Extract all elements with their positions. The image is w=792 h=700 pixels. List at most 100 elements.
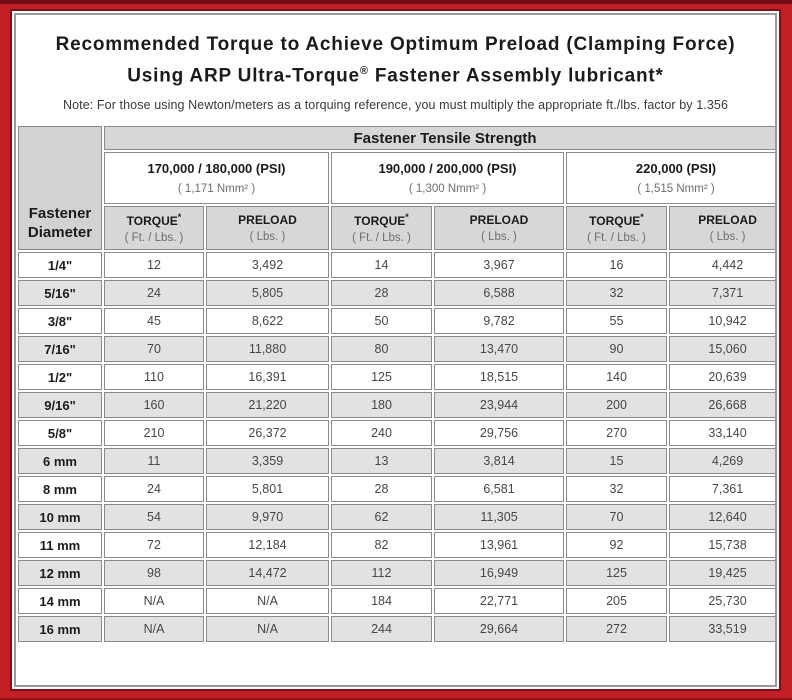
cell-torque: 240 [331,420,432,447]
row-label-diameter: 16 mm [18,616,102,643]
table-row: 1/4" 12 3,492 14 3,967 16 4,442 [18,252,775,279]
torque-unit: ( Ft. / Lbs. ) [587,232,646,245]
torque-footnote-asterisk: * [177,212,182,223]
cell-torque: N/A [104,616,204,643]
cell-preload: 9,782 [434,308,564,335]
cell-torque: 28 [331,280,432,307]
row-label-diameter: 5/8" [18,420,102,447]
cell-torque: 80 [331,336,432,363]
table-row: 5/8" 210 26,372 240 29,756 270 33,140 [18,420,775,447]
cell-preload: 6,588 [434,280,564,307]
cell-preload: 29,756 [434,420,564,447]
cell-torque: 11 [104,448,204,475]
page-title-line2: Using ARP Ultra-Torque® Fastener Assembl… [16,58,775,89]
cell-torque: 16 [566,252,667,279]
torque-label: TORQUE* [589,212,644,229]
cell-preload: 4,442 [669,252,775,279]
nmm-value: ( 1,300 Nmm² ) [408,183,487,196]
cell-torque: 50 [331,308,432,335]
cell-preload: 14,472 [206,560,329,587]
cell-torque: 13 [331,448,432,475]
preload-unit: ( Lbs. ) [709,231,746,244]
row-label-diameter: 8 mm [18,476,102,503]
cell-preload: 6,581 [434,476,564,503]
cell-preload: 3,492 [206,252,329,279]
cell-torque: 205 [566,588,667,615]
header-preload-3: PRELOAD ( Lbs. ) [669,206,775,251]
cell-torque: 70 [566,504,667,531]
cell-preload: 12,184 [206,532,329,559]
cell-preload: 33,140 [669,420,775,447]
nmm-value: ( 1,171 Nmm² ) [177,183,256,196]
torque-unit: ( Ft. / Lbs. ) [124,232,184,245]
cell-preload: 23,944 [434,392,564,419]
preload-unit: ( Lbs. ) [249,231,286,244]
cell-torque: 55 [566,308,667,335]
cell-torque: 180 [331,392,432,419]
cell-torque: 62 [331,504,432,531]
torque-unit: ( Ft. / Lbs. ) [352,232,411,245]
table-row: 8 mm 24 5,801 28 6,581 32 7,361 [18,476,775,503]
table-header-row-main: Fastener Diameter Fastener Tensile Stren… [18,126,775,251]
cell-preload: 15,738 [669,532,775,559]
cell-preload: 3,359 [206,448,329,475]
cell-preload: 5,805 [206,280,329,307]
row-label-diameter: 6 mm [18,448,102,475]
row-label-diameter: 14 mm [18,588,102,615]
row-label-diameter: 10 mm [18,504,102,531]
cell-torque: 32 [566,280,667,307]
header-torque-3: TORQUE* ( Ft. / Lbs. ) [566,206,667,251]
cell-preload: 20,639 [669,364,775,391]
cell-preload: 13,961 [434,532,564,559]
table-header-row-units: TORQUE* ( Ft. / Lbs. ) PRELOAD ( Lbs. ) … [18,206,775,251]
cell-preload: 33,519 [669,616,775,643]
cell-preload: 18,515 [434,364,564,391]
row-label-diameter: 3/8" [18,308,102,335]
cell-preload: 26,668 [669,392,775,419]
cell-preload: 10,942 [669,308,775,335]
torque-label: TORQUE* [126,212,182,229]
cell-preload: 7,371 [669,280,775,307]
header-psi-group-3: 220,000 (PSI) ( 1,515 Nmm² ) [566,152,775,205]
cell-torque: 244 [331,616,432,643]
table-row: 10 mm 54 9,970 62 11,305 70 12,640 [18,504,775,531]
cell-torque: 45 [104,308,204,335]
cell-torque: 125 [331,364,432,391]
table-row: 16 mm N/A N/A 244 29,664 272 33,519 [18,616,775,643]
title-block: Recommended Torque to Achieve Optimum Pr… [16,15,775,89]
cell-preload: 3,967 [434,252,564,279]
table-row: 12 mm 98 14,472 112 16,949 125 19,425 [18,560,775,587]
cell-torque: N/A [104,588,204,615]
preload-label: PRELOAD [698,213,757,228]
cell-torque: 24 [104,476,204,503]
registered-trademark-symbol: ® [359,65,369,77]
preload-label: PRELOAD [469,213,529,228]
cell-torque: 32 [566,476,667,503]
cell-preload: 16,391 [206,364,329,391]
cell-preload: 11,880 [206,336,329,363]
cell-torque: 210 [104,420,204,447]
header-torque-2: TORQUE* ( Ft. / Lbs. ) [331,206,432,251]
cell-preload: 22,771 [434,588,564,615]
frame-bottom-dark-edge [0,698,792,700]
torque-spec-table: Fastener Diameter Fastener Tensile Stren… [16,124,775,644]
title-line2-prefix: Using ARP Ultra-Torque [127,65,360,87]
cell-preload: 19,425 [669,560,775,587]
table-row: 11 mm 72 12,184 82 13,961 92 15,738 [18,532,775,559]
table-header-row-psi: 170,000 / 180,000 (PSI) ( 1,171 Nmm² ) 1… [18,152,775,205]
table-row: 3/8" 45 8,622 50 9,782 55 10,942 [18,308,775,335]
row-label-diameter: 5/16" [18,280,102,307]
cell-preload: N/A [206,588,329,615]
cell-torque: 82 [331,532,432,559]
cell-torque: 160 [104,392,204,419]
cell-preload: 21,220 [206,392,329,419]
cell-preload: 4,269 [669,448,775,475]
table-row: 6 mm 11 3,359 13 3,814 15 4,269 [18,448,775,475]
preload-label: PRELOAD [238,213,297,228]
cell-preload: 7,361 [669,476,775,503]
cell-torque: 200 [566,392,667,419]
cell-torque: 90 [566,336,667,363]
cell-preload: 16,949 [434,560,564,587]
nmm-value: ( 1,515 Nmm² ) [637,183,715,196]
cell-preload: 25,730 [669,588,775,615]
